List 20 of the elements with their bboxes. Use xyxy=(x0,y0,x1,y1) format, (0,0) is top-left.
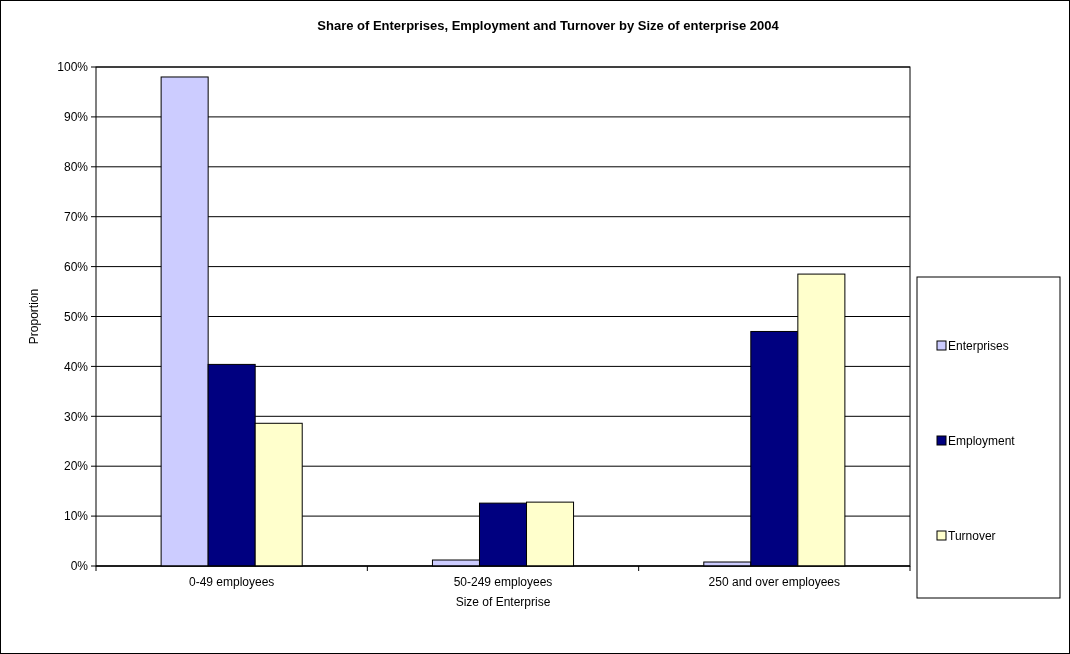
y-axis-title: Proportion xyxy=(27,288,41,345)
y-tick-label: 80% xyxy=(63,160,89,174)
chart-title: Share of Enterprises, Employment and Turnover by Size of enterprise 2004 xyxy=(317,18,780,33)
legend-label: Employment xyxy=(948,434,1016,449)
y-tick-label: 10% xyxy=(63,509,89,524)
y-tick-label: 50% xyxy=(63,309,89,324)
y-tick-label: 100% xyxy=(57,60,89,75)
legend-label: Enterprises xyxy=(948,339,1009,354)
x-tick-label: 250 and over employees xyxy=(708,575,841,589)
y-tick-label: 90% xyxy=(63,110,89,125)
legend-label: Turnover xyxy=(948,529,996,544)
x-tick-label: 0-49 employees xyxy=(188,575,275,589)
y-tick-label: 20% xyxy=(63,459,89,474)
y-tick-label: 30% xyxy=(63,409,89,424)
x-tick-label: 50-249 employees xyxy=(453,575,553,589)
y-tick-label: 60% xyxy=(63,259,89,274)
y-tick-label: 70% xyxy=(63,209,89,224)
y-tick-label: 0% xyxy=(70,559,89,574)
y-tick-label: 40% xyxy=(63,359,89,374)
x-axis-title: Size of Enterprise xyxy=(455,595,551,609)
